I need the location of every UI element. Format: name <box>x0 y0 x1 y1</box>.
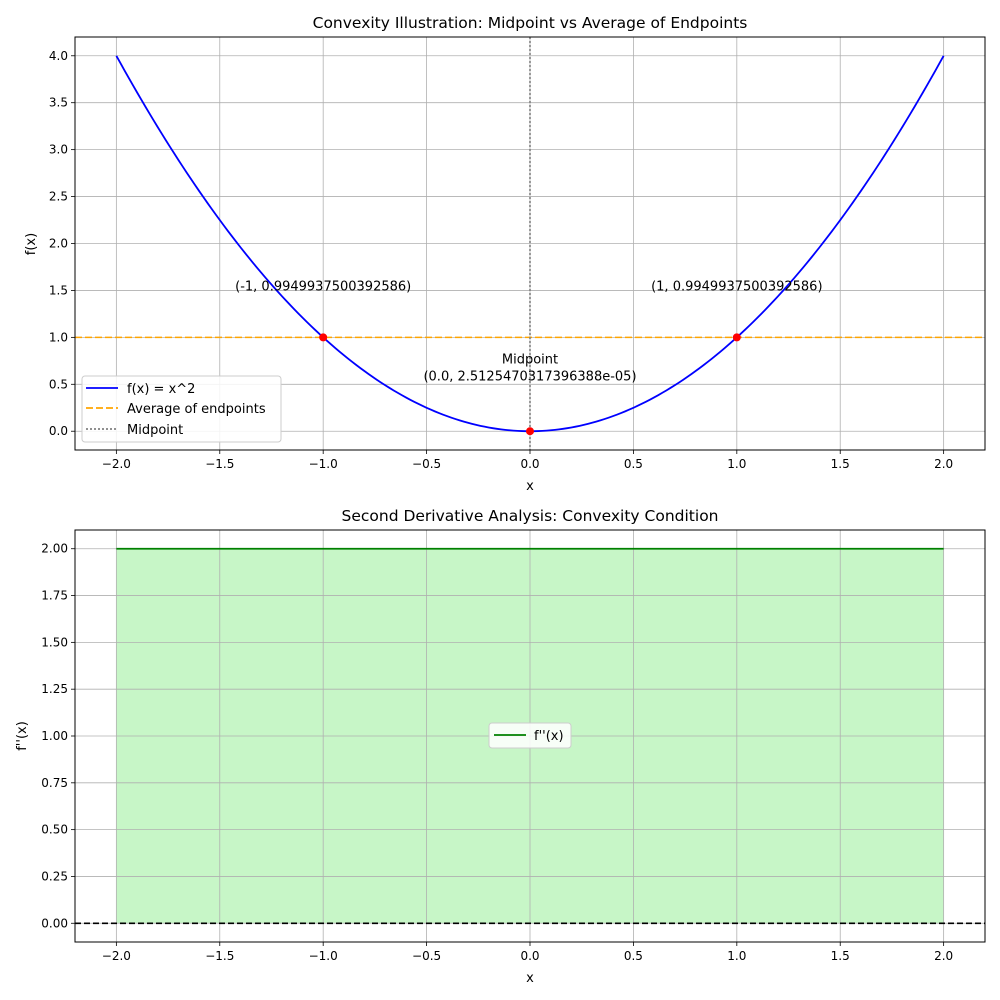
chart1-x-tick-label-4: 0.0 <box>520 457 539 471</box>
chart1-title: Convexity Illustration: Midpoint vs Aver… <box>313 14 748 32</box>
chart2-y-tick-label-5: 1.25 <box>41 682 68 696</box>
chart1-legend: f(x) = x^2 Average of endpoints Midpoint <box>81 375 282 443</box>
chart1-y-ticks: 0.0 0.5 1.0 1.5 2.0 2.5 3.0 3.5 4.0 <box>49 49 75 438</box>
chart2-x-tick-label-0: −2.0 <box>102 949 131 963</box>
annotation-midpoint-value: (0.0, 2.5125470317396388e-05) <box>423 370 636 385</box>
chart2-y-tick-label-4: 1.00 <box>41 729 68 743</box>
chart1-y-tick-label-4: 2.0 <box>49 237 68 251</box>
chart1-x-axis-label: x <box>526 479 534 494</box>
chart1-x-tick-label-8: 2.0 <box>934 457 953 471</box>
chart2-x-tick-label-3: −0.5 <box>412 949 441 963</box>
annotation-midpoint-label: Midpoint <box>502 353 558 368</box>
chart2-x-tick-label-7: 1.5 <box>831 949 850 963</box>
chart1-x-tick-label-3: −0.5 <box>412 457 441 471</box>
chart1-y-tick-label-1: 0.5 <box>49 377 68 391</box>
point-0 <box>319 333 328 342</box>
second-derivative-chart: Second Derivative Analysis: Convexity Co… <box>15 507 986 986</box>
chart2-y-tick-label-7: 1.75 <box>41 589 68 603</box>
chart2-y-tick-label-2: 0.50 <box>41 823 68 837</box>
chart1-y-tick-label-2: 1.0 <box>49 330 68 344</box>
chart2-legend: f''(x) <box>488 722 572 749</box>
chart2-x-tick-label-8: 2.0 <box>934 949 953 963</box>
legend-label-curve: f(x) = x^2 <box>127 382 195 397</box>
chart2-y-axis-label: f''(x) <box>15 721 30 751</box>
chart1-legend-box <box>81 375 282 443</box>
chart1-x-tick-label-6: 1.0 <box>727 457 746 471</box>
chart2-x-axis-label: x <box>526 971 534 986</box>
chart2-y-tick-label-6: 1.50 <box>41 635 68 649</box>
chart2-marks <box>75 547 985 925</box>
legend-label-average: Average of endpoints <box>127 402 266 417</box>
chart2-legend-box <box>488 722 572 749</box>
legend-label-midpoint: Midpoint <box>127 423 183 438</box>
chart2-x-ticks: −2.0 −1.5 −1.0 −0.5 0.0 0.5 1.0 1.5 2.0 <box>102 942 953 963</box>
chart1-marks <box>75 37 985 450</box>
chart2-x-tick-label-2: −1.0 <box>309 949 338 963</box>
chart2-x-tick-label-4: 0.0 <box>520 949 539 963</box>
annotation-left-point: (-1, 0.9949937500392586) <box>235 279 411 294</box>
chart2-x-tick-label-1: −1.5 <box>205 949 234 963</box>
chart1-y-axis-label: f(x) <box>24 233 39 255</box>
chart1-y-tick-label-7: 3.5 <box>49 96 68 110</box>
point-1 <box>732 333 741 342</box>
chart2-title: Second Derivative Analysis: Convexity Co… <box>341 507 718 525</box>
chart1-y-tick-label-6: 3.0 <box>49 143 68 157</box>
chart1-x-tick-label-7: 1.5 <box>831 457 850 471</box>
chart2-y-tick-label-1: 0.25 <box>41 869 68 883</box>
chart1-x-tick-label-0: −2.0 <box>102 457 131 471</box>
chart1-y-tick-label-5: 2.5 <box>49 190 68 204</box>
chart1-y-tick-label-0: 0.0 <box>49 424 68 438</box>
chart1-x-tick-label-1: −1.5 <box>205 457 234 471</box>
chart2-y-tick-label-3: 0.75 <box>41 776 68 790</box>
chart1-x-tick-label-2: −1.0 <box>309 457 338 471</box>
chart2-y-ticks: 0.00 0.25 0.50 0.75 1.00 1.25 1.50 1.75 2.00 <box>41 542 75 930</box>
chart1-y-tick-label-8: 4.0 <box>49 49 68 63</box>
chart1-x-ticks: −2.0 −1.5 −1.0 −0.5 0.0 0.5 1.0 1.5 2.0 <box>102 450 953 471</box>
chart2-x-tick-label-5: 0.5 <box>624 949 643 963</box>
chart1-x-tick-label-5: 0.5 <box>624 457 643 471</box>
chart2-y-tick-label-0: 0.00 <box>41 916 68 930</box>
chart1-y-tick-label-3: 1.5 <box>49 283 68 297</box>
legend-label-second-derivative: f''(x) <box>534 729 564 744</box>
point-2 <box>526 427 534 436</box>
chart1-annotations: (-1, 0.9949937500392586) (1, 0.994993750… <box>235 279 822 384</box>
chart2-y-tick-label-8: 2.00 <box>41 542 68 556</box>
annotation-right-point: (1, 0.9949937500392586) <box>651 279 822 294</box>
convexity-chart: Convexity Illustration: Midpoint vs Aver… <box>24 14 986 494</box>
chart2-x-tick-label-6: 1.0 <box>727 949 746 963</box>
